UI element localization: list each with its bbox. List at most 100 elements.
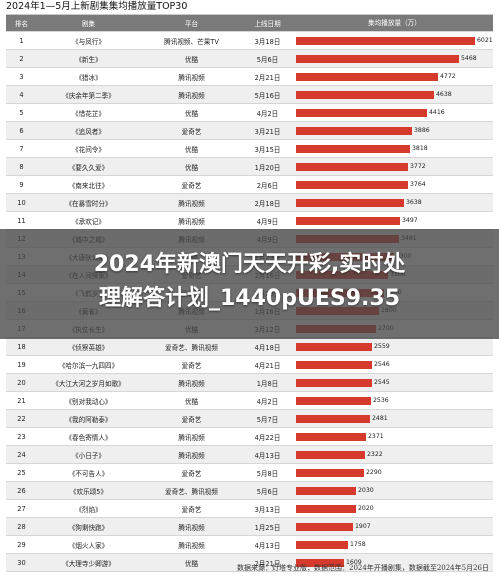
bar-mark: [296, 451, 365, 459]
bar-mark: [296, 469, 364, 477]
cell-rank: 1: [19, 36, 24, 45]
cell-platform: 优酷: [184, 397, 199, 406]
overlay-line-2: 理解答计划_1440pUES9.35: [99, 286, 400, 311]
table-row: 29 《烟火人家》 腾讯视频 4月13日 1758: [6, 536, 493, 554]
cell-bar: 4638: [292, 86, 493, 103]
cell-platform: 优酷: [184, 145, 199, 154]
table-row: 3 《猎冰》 腾讯视频 2月21日 4772: [6, 68, 493, 86]
bar-mark: [296, 487, 356, 495]
cell-platform: 爱奇艺: [181, 127, 202, 136]
cell-bar: 2545: [292, 374, 493, 391]
table-row: 23 《春色寄情人》 腾讯视频 4月22日 2371: [6, 428, 493, 446]
bar-mark: [296, 433, 366, 441]
cell-platform: 优酷: [184, 559, 199, 568]
cell-date: 5月8日: [256, 469, 279, 478]
cell-name: 《在暴雪时分》: [65, 199, 112, 208]
table-row: 8 《要久久爱》 优酷 1月20日 3772: [6, 158, 493, 176]
cell-date: 3月13日: [254, 505, 281, 514]
overlay-line-1: 2024年新澳门天天开彩,实时处: [93, 252, 406, 277]
cell-bar: 2030: [292, 482, 493, 499]
cell-name: 《庆余年第二季》: [62, 91, 115, 100]
cell-bar: 4416: [292, 104, 493, 121]
table-row: 18 《侦察英雄》 爱奇艺、腾讯视频 4月18日 2559: [6, 338, 493, 356]
cell-name: 《新生》: [75, 55, 102, 64]
bar-mark: [296, 145, 410, 153]
cell-bar: 6021: [292, 32, 493, 49]
table-row: 1 《与凤行》 腾讯视频、芒果TV 3月18日 6021: [6, 32, 493, 50]
cell-rank: 29: [17, 540, 26, 549]
cell-date: 2月21日: [254, 73, 281, 82]
cell-date: 3月18日: [254, 37, 281, 46]
cell-name: 《小日子》: [72, 451, 105, 460]
cell-bar: 2559: [292, 338, 493, 355]
footer-source: 数据来源：灯塔专业版；数据范围：2024年开播剧集，数据截至2024年5月26日: [6, 560, 493, 576]
bar-value-label: 3886: [414, 127, 430, 134]
cell-platform: 腾讯视频: [178, 523, 205, 532]
table-row: 28 《狗剩快跑》 腾讯视频 1月25日 1907: [6, 518, 493, 536]
table-row: 10 《在暴雪时分》 腾讯视频 2月18日 3638: [6, 194, 493, 212]
cell-platform: 腾讯视频: [178, 541, 205, 550]
cell-bar: 2371: [292, 428, 493, 445]
bar-value-label: 1758: [350, 541, 366, 548]
cell-date: 4月13日: [254, 541, 281, 550]
cell-platform: 腾讯视频、芒果TV: [164, 37, 219, 46]
cell-date: 1月25日: [254, 523, 281, 532]
cell-date: 4月21日: [254, 361, 281, 370]
bar-mark: [296, 217, 400, 225]
cell-rank: 23: [17, 432, 26, 441]
cell-bar: 3886: [292, 122, 493, 139]
cell-bar: 2546: [292, 356, 493, 373]
cell-bar: 3638: [292, 194, 493, 211]
table-row: 2 《新生》 优酷 5月6日 5468: [6, 50, 493, 68]
cell-platform: 爱奇艺、腾讯视频: [165, 343, 218, 352]
bar-value-label: 5468: [461, 55, 477, 62]
cell-rank: 30: [17, 558, 26, 567]
cell-date: 5月6日: [256, 487, 279, 496]
bar-value-label: 3497: [402, 217, 418, 224]
bar-value-label: 2481: [372, 415, 388, 422]
cell-date: 2月21日: [254, 559, 281, 568]
cell-rank: 19: [17, 360, 26, 369]
header-name: 剧集: [81, 20, 96, 28]
bar-value-label: 4772: [440, 73, 456, 80]
bar-mark: [296, 55, 459, 63]
cell-name: 《欢乐颂5》: [69, 487, 108, 496]
overlay-text: 2024年新澳门天天开彩,实时处 理解答计划_1440pUES9.35: [0, 248, 499, 316]
cell-name: 《惜花芷》: [72, 109, 105, 118]
bar-mark: [296, 73, 438, 81]
bar-mark: [296, 361, 372, 369]
cell-bar: 1609: [292, 554, 493, 571]
bar-mark: [296, 523, 353, 531]
bar-value-label: 2030: [358, 487, 374, 494]
cell-name: 《不可告人》: [68, 469, 109, 478]
cell-bar: 2322: [292, 446, 493, 463]
header-platform: 平台: [184, 20, 199, 28]
table-row: 19 《哈尔滨一九四四》 爱奇艺 4月21日 2546: [6, 356, 493, 374]
cell-date: 4月13日: [254, 451, 281, 460]
cell-platform: 腾讯视频: [178, 433, 205, 442]
cell-bar: 2290: [292, 464, 493, 481]
cell-name: 《猎冰》: [75, 73, 102, 82]
bar-value-label: 2536: [373, 397, 389, 404]
bar-mark: [296, 379, 372, 387]
cell-rank: 3: [19, 72, 24, 81]
cell-bar: 2020: [292, 500, 493, 517]
bar-value-label: 2559: [374, 343, 390, 350]
cell-name: 《别对我动心》: [65, 397, 112, 406]
cell-name: 《追风者》: [72, 127, 105, 136]
cell-rank: 27: [17, 504, 26, 513]
bar-mark: [296, 37, 475, 45]
cell-rank: 21: [17, 396, 26, 405]
cell-platform: 腾讯视频: [178, 451, 205, 460]
cell-rank: 9: [19, 180, 24, 189]
cell-rank: 2: [19, 54, 24, 63]
cell-rank: 26: [17, 486, 26, 495]
bar-mark: [296, 163, 408, 171]
cell-platform: 爱奇艺: [181, 415, 202, 424]
bar-value-label: 4638: [436, 91, 452, 98]
cell-platform: 爱奇艺: [181, 361, 202, 370]
cell-name: 《南来北往》: [68, 181, 109, 190]
cell-rank: 8: [19, 162, 24, 171]
table-header: 排名 剧集 平台 上线日期 集均播放量（万）: [6, 15, 493, 32]
cell-date: 1月8日: [256, 379, 279, 388]
